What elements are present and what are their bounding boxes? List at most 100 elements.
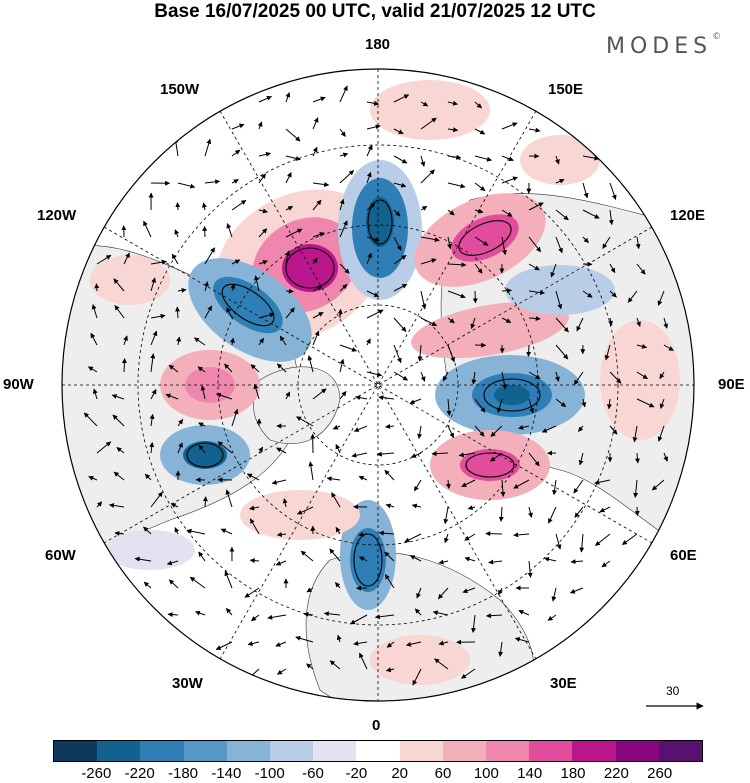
wind-arrow bbox=[447, 317, 455, 324]
lon-label-60e: 60E bbox=[670, 547, 697, 564]
wind-arrow bbox=[174, 229, 180, 238]
wind-arrow bbox=[150, 353, 156, 373]
wind-arrow bbox=[326, 476, 341, 482]
wind-arrow bbox=[144, 473, 152, 481]
wind-arrow bbox=[528, 236, 542, 253]
wind-arrow bbox=[501, 317, 512, 323]
reference-vector-arrow bbox=[646, 702, 704, 710]
wind-arrow bbox=[308, 461, 314, 481]
wind-arrow bbox=[555, 398, 567, 408]
wind-arrow bbox=[528, 315, 541, 321]
wind-arrow bbox=[150, 330, 158, 346]
wind-arrow bbox=[659, 371, 665, 380]
lon-label-30w: 30W bbox=[172, 675, 203, 692]
lon-label-120w: 120W bbox=[37, 207, 77, 224]
wind-arrow bbox=[528, 398, 535, 414]
wind-arrow bbox=[411, 503, 422, 509]
wind-arrow bbox=[143, 220, 152, 238]
wind-arrow bbox=[548, 506, 557, 524]
wind-arrow bbox=[574, 506, 584, 518]
colorbar-tick-label: -20 bbox=[345, 765, 368, 782]
wind-arrow bbox=[123, 335, 128, 346]
wind-arrow bbox=[225, 489, 233, 508]
wind-arrow bbox=[258, 337, 265, 346]
wind-arrow bbox=[554, 155, 560, 165]
wind-arrow bbox=[551, 587, 557, 602]
wind-arrow bbox=[335, 526, 341, 535]
lon-label-30e: 30E bbox=[550, 675, 577, 692]
wind-arrow bbox=[197, 366, 206, 373]
wind-arrow bbox=[446, 398, 452, 416]
wind-arrow bbox=[474, 208, 484, 214]
wind-arrow bbox=[608, 209, 614, 226]
colorbar-swatch bbox=[572, 741, 616, 761]
wind-arrow bbox=[201, 202, 207, 211]
wind-arrow bbox=[282, 498, 288, 508]
lon-label-60w: 60W bbox=[45, 547, 76, 564]
wind-arrow bbox=[501, 236, 507, 256]
wind-arrow bbox=[393, 128, 404, 135]
wind-arrow bbox=[393, 283, 408, 292]
wind-arrow bbox=[335, 443, 341, 454]
wind-arrow bbox=[576, 317, 584, 332]
colorbar-tick-label: 60 bbox=[434, 765, 452, 782]
wind-arrow bbox=[166, 560, 179, 566]
wind-arrow bbox=[474, 182, 486, 192]
lon-label-90e: 90E bbox=[718, 376, 745, 393]
wind-arrow bbox=[609, 425, 618, 435]
wind-arrow bbox=[409, 398, 422, 405]
wind-arrow bbox=[285, 228, 303, 238]
wind-arrow bbox=[168, 579, 179, 589]
wind-arrow bbox=[471, 614, 476, 633]
wind-arrow bbox=[150, 491, 163, 508]
wind-arrow bbox=[230, 283, 236, 292]
wind-arrow bbox=[94, 283, 100, 292]
wind-arrow bbox=[116, 447, 125, 454]
wind-arrow bbox=[608, 317, 614, 326]
wind-arrow bbox=[541, 425, 557, 433]
wind-arrow bbox=[226, 223, 233, 238]
wind-arrow bbox=[500, 479, 506, 497]
wind-arrow bbox=[501, 209, 513, 217]
wind-arrow bbox=[249, 505, 260, 511]
wind-arrow bbox=[285, 172, 292, 184]
wind-arrow bbox=[177, 182, 196, 189]
wind-arrow bbox=[366, 309, 384, 319]
colorbar-tick-label: 140 bbox=[517, 765, 543, 782]
wind-arrow bbox=[527, 560, 533, 578]
wind-arrow bbox=[276, 532, 287, 538]
wind-arrow bbox=[490, 425, 503, 437]
wind-arrow bbox=[258, 228, 268, 238]
wind-arrow bbox=[636, 398, 655, 408]
wind-arrow bbox=[663, 317, 669, 329]
wind-arrow bbox=[404, 533, 422, 543]
wind-arrow bbox=[229, 337, 235, 346]
wind-arrow bbox=[366, 124, 381, 130]
wind-arrow bbox=[485, 531, 503, 537]
wind-arrow bbox=[193, 337, 206, 346]
wind-arrow bbox=[420, 155, 426, 167]
colorbar-tick-label: 100 bbox=[473, 765, 499, 782]
wind-arrow bbox=[474, 101, 482, 109]
wind-arrow bbox=[420, 169, 435, 184]
wind-arrow bbox=[621, 533, 638, 546]
wind-arrow bbox=[555, 236, 563, 254]
wind-arrow bbox=[258, 95, 272, 103]
wind-arrow bbox=[393, 236, 402, 251]
wind-arrow bbox=[636, 343, 648, 349]
wind-arrow bbox=[306, 663, 314, 670]
wind-arrow bbox=[231, 259, 241, 265]
wind-arrow bbox=[442, 371, 449, 382]
wind-arrow bbox=[200, 385, 206, 400]
wind-arrow bbox=[447, 425, 455, 439]
wind-arrow bbox=[528, 127, 541, 133]
wind-arrow bbox=[604, 344, 611, 361]
wind-arrow bbox=[258, 173, 266, 184]
colorbar-tick-label: -260 bbox=[81, 765, 112, 782]
wind-arrow bbox=[329, 548, 341, 562]
wind-arrow bbox=[168, 364, 179, 373]
wind-arrow bbox=[271, 479, 287, 485]
lon-label-180: 180 bbox=[365, 36, 391, 53]
wind-arrow bbox=[295, 635, 314, 643]
wind-arrow bbox=[528, 506, 533, 518]
